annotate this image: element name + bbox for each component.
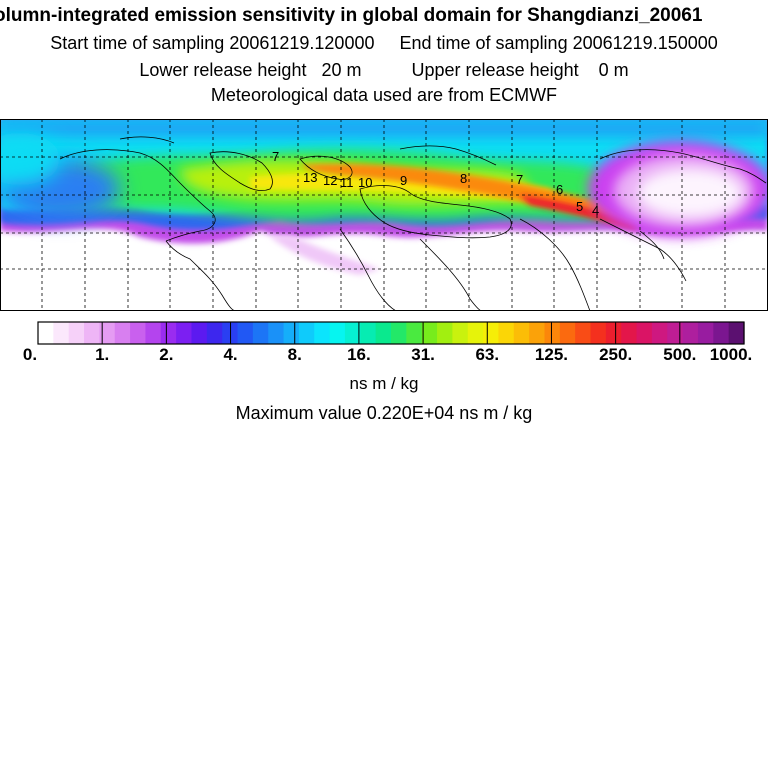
lat-lon-grid — [0, 119, 768, 311]
trajectory-marker: 10 — [358, 175, 372, 190]
trajectory-marker: 9 — [400, 173, 407, 188]
colorbar-swatch — [53, 322, 70, 344]
colorbar-tick-label: 4. — [223, 345, 238, 364]
colorbar-swatch — [314, 322, 331, 344]
sampling-times: Start time of sampling 20061219.120000 E… — [0, 33, 768, 54]
colorbar-swatch — [38, 322, 54, 344]
colorbar-tick-label: 31. — [411, 345, 435, 364]
colorbar-swatch — [283, 322, 300, 344]
colorbar-swatch — [636, 322, 653, 344]
colorbar-swatch — [682, 322, 699, 344]
colorbar-swatch — [437, 322, 453, 344]
met-data-note: Meteorological data used are from ECMWF — [210, 85, 558, 105]
plot-title: olumn-integrated emission sensitivity in… — [0, 5, 703, 26]
lower-height-label: Lower release height — [139, 60, 307, 80]
upper-height-value: 0 m — [598, 60, 629, 80]
trajectory-marker: 6 — [556, 182, 563, 197]
colorbar-tick-label: 63. — [475, 345, 500, 364]
trajectory-marker: 8 — [460, 171, 467, 186]
colorbar-swatch — [191, 322, 208, 344]
start-time-value: 20061219.120000 — [229, 33, 375, 53]
colorbar-frame — [37, 321, 745, 345]
colorbar-swatch — [176, 322, 193, 344]
colorbar-swatch — [84, 322, 100, 344]
colorbar-swatch — [298, 322, 315, 344]
trajectory-marker: 7 — [272, 149, 279, 164]
colorbar-swatch — [529, 322, 546, 344]
colorbar-swatch — [728, 322, 745, 344]
trajectory-marker: 4 — [592, 203, 599, 218]
maximum-value-number: 0.220E+04 ns m / kg — [366, 403, 533, 423]
release-heights: Lower release height 20 m Upper release … — [0, 60, 768, 81]
trajectory-marker: 12 — [323, 173, 337, 188]
start-time-label: Start time of sampling — [50, 33, 225, 53]
maximum-value: Maximum value 0.220E+04 ns m / kg — [0, 403, 768, 424]
colorbar-swatch — [114, 322, 131, 344]
colorbar-swatch — [621, 322, 638, 344]
colorbar-swatch — [268, 322, 285, 344]
colorbar-swatch — [344, 322, 361, 344]
trajectory-marker: 5 — [576, 199, 583, 214]
colorbar-tick-label: 8. — [287, 345, 302, 364]
colorbar-tick-label: 1000. — [709, 345, 753, 364]
colorbar-swatch — [360, 322, 377, 344]
trajectory-marker: 13 — [303, 170, 317, 185]
colorbar-swatch — [252, 322, 269, 344]
trajectory-marker: 11 — [340, 175, 354, 190]
colorbar-tick-label: 250. — [599, 345, 633, 364]
colorbar-swatch — [145, 322, 162, 344]
colorbar-tick-label: 0. — [22, 345, 38, 364]
colorbar-swatch — [329, 322, 346, 344]
colorbar-swatch — [697, 322, 714, 344]
trajectory-markers: 7 13 12 11 10 9 8 7 6 5 4 — [272, 149, 599, 218]
upper-height-label: Upper release height — [411, 60, 579, 80]
colorbar-tick-label: 500. — [663, 345, 697, 364]
colorbar-swatch — [575, 322, 592, 344]
colorbar-swatch — [544, 322, 561, 344]
colorbar-swatch — [237, 322, 254, 344]
trajectory-marker: 7 — [516, 172, 523, 187]
colorbar-swatch — [651, 322, 668, 344]
emission-sensitivity-map: 7 13 12 11 10 9 8 7 6 5 4 — [0, 119, 768, 311]
colorbar-swatch — [99, 322, 116, 344]
end-time-value: 20061219.150000 — [572, 33, 718, 53]
colorbar-swatch — [713, 322, 730, 344]
colorbar-swatch — [421, 322, 438, 344]
colorbar-swatch — [590, 322, 607, 344]
maximum-value-label: Maximum value — [235, 403, 362, 423]
colorbar-swatch — [498, 322, 515, 344]
colorbar-tick-label: 16. — [347, 345, 371, 364]
colorbar-swatch — [667, 322, 684, 344]
colorbar-swatch — [559, 322, 576, 344]
colorbar-swatch — [206, 322, 223, 344]
colorbar-tick-label: 2. — [159, 345, 174, 364]
coastlines — [59, 136, 767, 311]
colorbar-swatch — [513, 322, 530, 344]
colorbar-swatch — [68, 322, 85, 344]
colorbar-tick-label: 1. — [95, 345, 110, 364]
colorbar-unit: ns m / kg — [349, 374, 419, 393]
colorbar-swatch — [483, 322, 500, 344]
colorbar-swatch — [406, 322, 423, 344]
colorbar-tick-label: 125. — [534, 345, 568, 364]
colorbar-swatch — [160, 322, 177, 344]
colorbar-swatch — [375, 322, 392, 344]
lower-height-value: 20 m — [321, 60, 362, 80]
end-time-label: End time of sampling — [399, 33, 568, 53]
colorbar-swatch — [452, 322, 469, 344]
colorbar-swatch — [467, 322, 484, 344]
colorbar-swatch — [605, 322, 622, 344]
colorbar — [37, 321, 745, 345]
colorbar-swatch — [130, 322, 147, 344]
colorbar-swatch — [391, 322, 407, 344]
